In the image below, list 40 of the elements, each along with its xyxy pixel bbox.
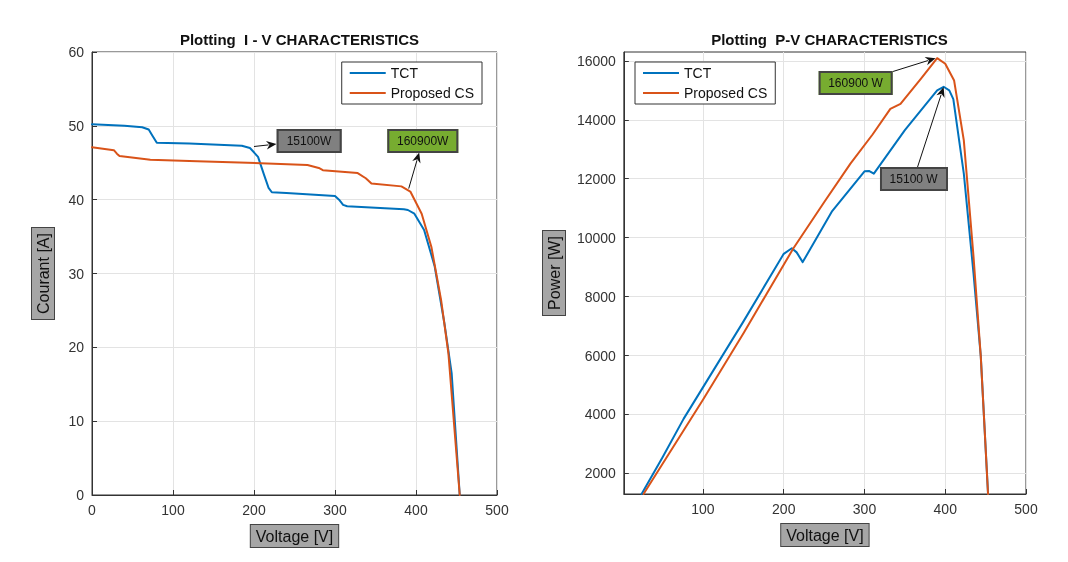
- y-tick-label: 30: [68, 265, 85, 282]
- x-tick-label: 200: [242, 502, 266, 518]
- annotation: 160900W: [387, 128, 459, 153]
- x-axis-title: Voltage [V]: [786, 526, 864, 544]
- annotation: 160900 W: [818, 71, 893, 96]
- y-axis-title: Power [W]: [545, 236, 563, 310]
- x-axis-title: Voltage [V]: [255, 527, 334, 545]
- y-tick-label: 12000: [576, 170, 617, 187]
- x-tick-label: 300: [852, 501, 877, 517]
- y-tick-label: 40: [68, 191, 85, 208]
- x-tick-label: 500: [1014, 501, 1038, 517]
- y-axis-title: Courant [A]: [34, 233, 52, 314]
- legend-label: TCT: [684, 65, 712, 81]
- legend-label: Proposed CS: [684, 85, 768, 101]
- y-tick-label: 8000: [584, 288, 617, 305]
- annotation: 15100 W: [879, 167, 948, 192]
- y-tick-label: 10: [68, 413, 85, 430]
- x-tick-label: 100: [691, 501, 715, 517]
- legend-label: TCT: [390, 65, 419, 81]
- chart-title: Plotting P-V CHARACTERISTICS: [711, 31, 948, 48]
- legend-label: Proposed CS: [390, 85, 475, 101]
- x-tick-label: 200: [772, 501, 796, 517]
- y-tick-label: 20: [68, 339, 85, 356]
- annotation: 15100W: [276, 128, 342, 153]
- y-tick-label: 2000: [584, 465, 617, 482]
- y-tick-label: 14000: [576, 111, 617, 128]
- y-tick-label: 16000: [576, 52, 617, 69]
- y-tick-label: 10000: [576, 229, 617, 246]
- y-tick-label: 50: [68, 117, 85, 134]
- x-tick-label: 0: [88, 502, 97, 518]
- chart-title: Plotting I - V CHARACTERISTICS: [179, 31, 420, 48]
- y-tick-label: 4000: [584, 406, 617, 423]
- x-tick-label: 100: [161, 502, 185, 518]
- x-tick-label: 300: [323, 502, 347, 518]
- y-tick-label: 60: [68, 44, 85, 60]
- x-tick-label: 400: [404, 502, 428, 518]
- x-tick-label: 500: [485, 502, 509, 518]
- y-tick-label: 6000: [584, 347, 617, 364]
- x-tick-label: 400: [933, 501, 958, 517]
- y-tick-label: 0: [76, 487, 85, 503]
